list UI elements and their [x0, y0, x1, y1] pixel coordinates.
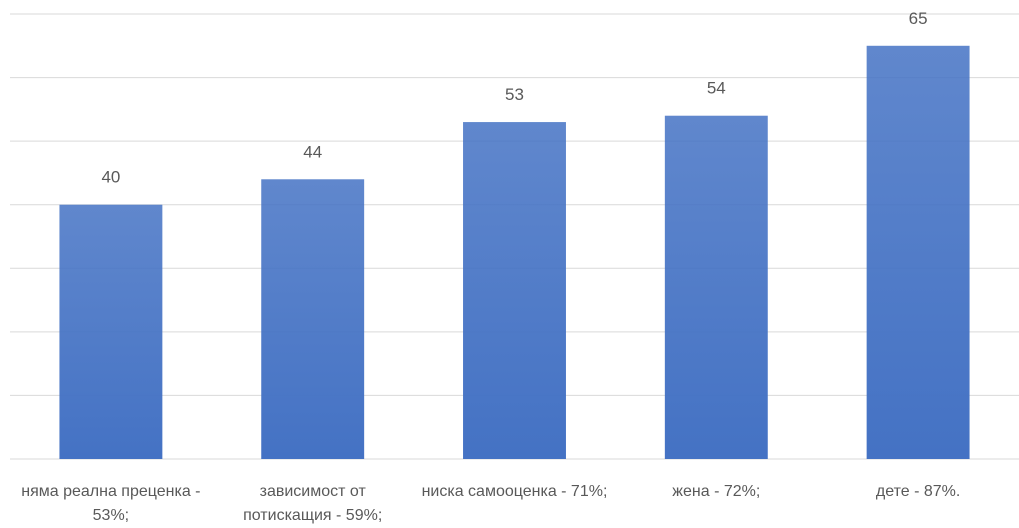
x-tick-label: няма реална преценка - 53%;: [21, 483, 201, 524]
bar: [261, 179, 365, 460]
value-label: 40: [101, 168, 120, 187]
value-label: 65: [909, 9, 928, 28]
x-tick-label: жена - 72%;: [672, 483, 761, 500]
x-tick-label: зависимост от потискащия - 59%;: [243, 483, 383, 524]
value-label: 54: [707, 79, 726, 98]
bar: [664, 115, 768, 459]
bar: [866, 45, 970, 460]
x-tick-label: дете - 87%.: [875, 483, 961, 500]
value-label: 44: [303, 142, 322, 161]
bar: [59, 204, 163, 459]
bar: [463, 122, 566, 460]
x-tick-label: ниска самооценка - 71%;: [421, 483, 608, 500]
value-label: 53: [505, 85, 524, 104]
